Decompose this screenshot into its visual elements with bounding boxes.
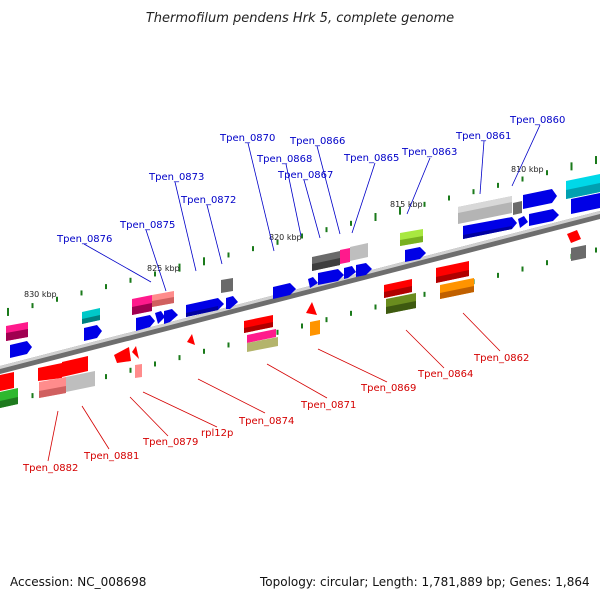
gene-feature[interactable] (571, 245, 586, 261)
gene-feature[interactable] (221, 278, 233, 293)
scale-labels: 810 kbp 815 kbp 820 kbp 825 kbp 830 kbp (24, 165, 544, 299)
gene-feature[interactable] (38, 363, 62, 381)
gene-feature[interactable] (247, 329, 278, 352)
topology-text: Topology: circular; Length: 1,781,889 bp… (260, 575, 590, 589)
scale-label-820: 820 kbp (269, 233, 302, 242)
scale-label-825: 825 kbp (147, 264, 180, 273)
scale-label-830: 830 kbp (24, 290, 57, 299)
gene-feature[interactable] (356, 263, 372, 277)
gene-feature[interactable] (132, 346, 139, 359)
gene-feature[interactable] (436, 261, 469, 283)
gene-feature[interactable] (306, 302, 317, 315)
gene-feature[interactable] (0, 372, 14, 391)
gene-label[interactable]: Tpen_0872 (180, 195, 236, 206)
gene-label[interactable]: Tpen_0867 (277, 170, 333, 181)
gene-feature[interactable] (400, 229, 423, 246)
gene-feature[interactable] (155, 311, 165, 324)
gene-feature[interactable] (10, 341, 32, 358)
gene-feature[interactable] (39, 377, 66, 398)
map-title: Thermofilum pendens Hrk 5, complete geno… (146, 11, 454, 26)
gene-label[interactable]: Tpen_0873 (148, 172, 204, 183)
gene-feature[interactable] (567, 230, 581, 243)
gene-label[interactable]: Tpen_0874 (238, 416, 294, 427)
gene-label[interactable]: Tpen_0875 (119, 220, 175, 231)
gene-feature[interactable] (6, 322, 28, 341)
gene-label[interactable]: Tpen_0861 (455, 131, 511, 142)
gene-feature[interactable] (164, 309, 178, 324)
gene-label[interactable]: Tpen_0871 (300, 400, 356, 411)
gene-label[interactable]: Tpen_0860 (509, 115, 565, 126)
gene-feature[interactable] (62, 356, 88, 377)
genome-backbone (0, 211, 600, 374)
gene-feature[interactable] (458, 196, 512, 224)
gene-label[interactable]: Tpen_0864 (417, 369, 473, 380)
top-leader-lines (83, 124, 541, 292)
gene-feature[interactable] (350, 243, 368, 261)
gene-feature[interactable] (312, 251, 340, 271)
gene-feature[interactable] (386, 293, 416, 314)
bottom-gene-labels: Tpen_0862 Tpen_0864 Tpen_0869 Tpen_0871 … (22, 353, 529, 474)
gene-label[interactable]: Tpen_0866 (289, 136, 345, 147)
top-gene-labels: Tpen_0860 Tpen_0861 Tpen_0863 Tpen_0865 … (56, 115, 565, 245)
gene-label[interactable]: Tpen_0870 (219, 133, 275, 144)
scale-ticks (7, 156, 597, 405)
accession-text: Accession: NC_008698 (10, 575, 147, 589)
gene-feature[interactable] (405, 247, 426, 262)
gene-feature[interactable] (136, 315, 155, 331)
gene-feature[interactable] (244, 315, 273, 333)
gene-label[interactable]: Tpen_0862 (473, 353, 529, 364)
gene-feature[interactable] (187, 334, 195, 345)
gene-feature[interactable] (152, 291, 174, 307)
gene-feature[interactable] (186, 298, 224, 317)
gene-label[interactable]: Tpen_0863 (401, 147, 457, 158)
gene-feature[interactable] (310, 320, 320, 336)
scale-label-810: 810 kbp (511, 165, 544, 174)
gene-label[interactable]: Tpen_0882 (22, 463, 78, 474)
gene-feature[interactable] (529, 209, 559, 226)
gene-feature[interactable] (0, 388, 18, 408)
gene-label[interactable]: Tpen_0865 (343, 153, 399, 164)
gene-feature[interactable] (273, 283, 296, 299)
bottom-leader-lines (47, 312, 501, 462)
gene-feature[interactable] (513, 201, 522, 215)
gene-feature[interactable] (463, 217, 517, 239)
gene-feature[interactable] (518, 216, 528, 228)
gene-feature[interactable] (384, 279, 412, 298)
gene-features (0, 174, 600, 408)
gene-feature[interactable] (114, 347, 131, 363)
gene-feature[interactable] (132, 295, 152, 315)
gene-feature[interactable] (340, 248, 350, 264)
gene-feature[interactable] (440, 278, 474, 299)
gene-label[interactable]: Tpen_0881 (83, 451, 139, 462)
gene-label[interactable]: Tpen_0869 (360, 383, 416, 394)
gene-feature[interactable] (226, 296, 238, 309)
scale-label-815: 815 kbp (390, 200, 423, 209)
gene-feature[interactable] (566, 174, 600, 199)
gene-feature[interactable] (135, 364, 142, 378)
gene-feature[interactable] (308, 277, 318, 288)
gene-feature[interactable] (66, 371, 95, 392)
gene-label[interactable]: rpl12p (201, 428, 233, 439)
gene-feature[interactable] (82, 308, 100, 324)
gene-feature[interactable] (84, 325, 102, 341)
gene-feature[interactable] (523, 189, 557, 209)
gene-label[interactable]: Tpen_0879 (142, 437, 198, 448)
gene-feature[interactable] (571, 193, 600, 214)
gene-label[interactable]: Tpen_0868 (256, 154, 312, 165)
gene-feature[interactable] (318, 269, 344, 285)
gene-label[interactable]: Tpen_0876 (56, 234, 112, 245)
gene-feature[interactable] (344, 266, 356, 279)
